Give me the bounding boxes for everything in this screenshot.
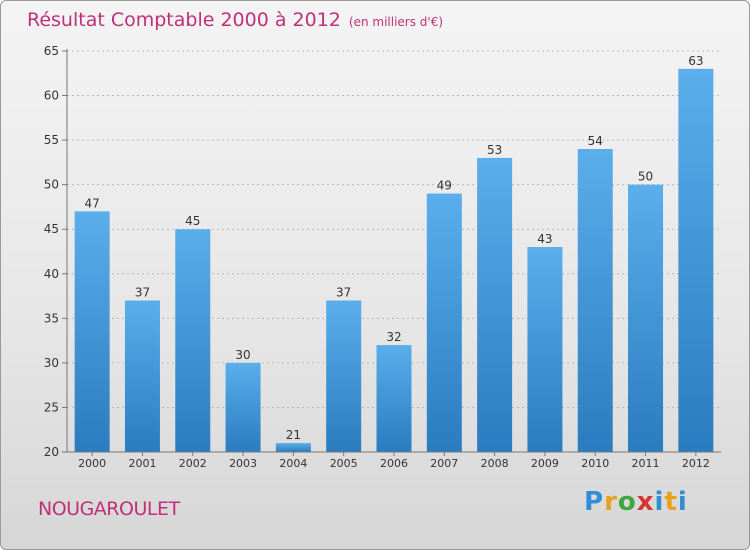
y-tick-label: 55 — [44, 133, 59, 147]
labels-layer: 20 25 30 35 40 45 50 55 60 65 47 2000 37 2001 45 2002 30… — [44, 44, 710, 470]
logo-letter: P — [584, 487, 605, 517]
logo-letter: o — [617, 487, 637, 517]
x-tick-label: 2006 — [380, 457, 408, 470]
axes-layer — [62, 49, 721, 456]
bar — [124, 300, 160, 452]
bar-value-label: 37 — [336, 286, 351, 300]
bar — [577, 149, 613, 452]
y-tick-label: 30 — [44, 356, 59, 370]
bar-value-label: 50 — [638, 170, 653, 184]
bar — [225, 362, 261, 452]
logo-letter: x — [636, 487, 655, 517]
bar-value-label: 47 — [85, 196, 100, 210]
x-tick-label: 2009 — [531, 457, 559, 470]
y-tick-label: 25 — [44, 400, 59, 414]
proxiti-logo: Proxiti — [584, 487, 688, 517]
y-tick-label: 40 — [44, 267, 59, 281]
bar — [628, 184, 664, 452]
bar — [477, 157, 513, 452]
bar-value-label: 32 — [386, 330, 401, 344]
bar-value-label: 43 — [537, 232, 552, 246]
logo-letter: t — [664, 487, 678, 517]
x-tick-label: 2001 — [128, 457, 156, 470]
bars-layer — [74, 68, 714, 453]
bar — [326, 300, 362, 452]
bar-value-label: 30 — [235, 348, 250, 362]
bar — [527, 247, 563, 452]
y-tick-label: 45 — [44, 222, 59, 236]
commune-name: NOUGAROULET — [38, 498, 180, 520]
y-tick-label: 60 — [44, 89, 59, 103]
bar-value-label: 45 — [185, 214, 200, 228]
x-tick-label: 2003 — [229, 457, 257, 470]
bar — [376, 345, 412, 452]
x-tick-label: 2010 — [581, 457, 609, 470]
bar-value-label: 53 — [487, 143, 502, 157]
bar — [678, 68, 714, 453]
x-tick-label: 2011 — [632, 457, 660, 470]
x-tick-label: 2002 — [179, 457, 207, 470]
bar-value-label: 54 — [588, 134, 603, 148]
x-tick-label: 2007 — [430, 457, 458, 470]
bar-value-label: 37 — [135, 286, 150, 300]
logo-letter: i — [677, 487, 688, 517]
bar — [74, 211, 110, 452]
bar — [426, 193, 462, 453]
logo-letter: r — [604, 487, 618, 517]
x-tick-label: 2004 — [279, 457, 307, 470]
chart-subtitle: (en milliers d'€) — [348, 15, 444, 29]
logo-letter: i — [654, 487, 665, 517]
bar-value-label: 63 — [688, 54, 703, 68]
chart-title-text: Résultat Comptable 2000 à 2012 — [27, 9, 341, 31]
bar-value-label: 21 — [286, 428, 301, 442]
y-tick-label: 50 — [44, 178, 59, 192]
x-tick-label: 2000 — [78, 457, 106, 470]
bar — [175, 229, 211, 452]
bar — [275, 443, 311, 452]
bar-value-label: 49 — [437, 179, 452, 193]
y-tick-label: 65 — [44, 44, 59, 58]
y-tick-label: 35 — [44, 311, 59, 325]
y-tick-label: 20 — [44, 445, 59, 459]
x-tick-label: 2008 — [481, 457, 509, 470]
x-tick-label: 2012 — [682, 457, 710, 470]
chart-title: Résultat Comptable 2000 à 2012 (en millie… — [27, 9, 443, 31]
x-tick-label: 2005 — [330, 457, 358, 470]
